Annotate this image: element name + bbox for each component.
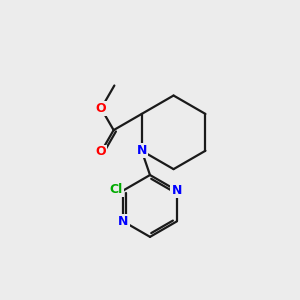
Text: O: O — [96, 145, 106, 158]
Text: N: N — [136, 144, 147, 157]
Text: O: O — [96, 102, 106, 115]
Text: Cl: Cl — [109, 182, 122, 196]
Text: N: N — [172, 184, 182, 197]
Text: N: N — [118, 215, 128, 228]
